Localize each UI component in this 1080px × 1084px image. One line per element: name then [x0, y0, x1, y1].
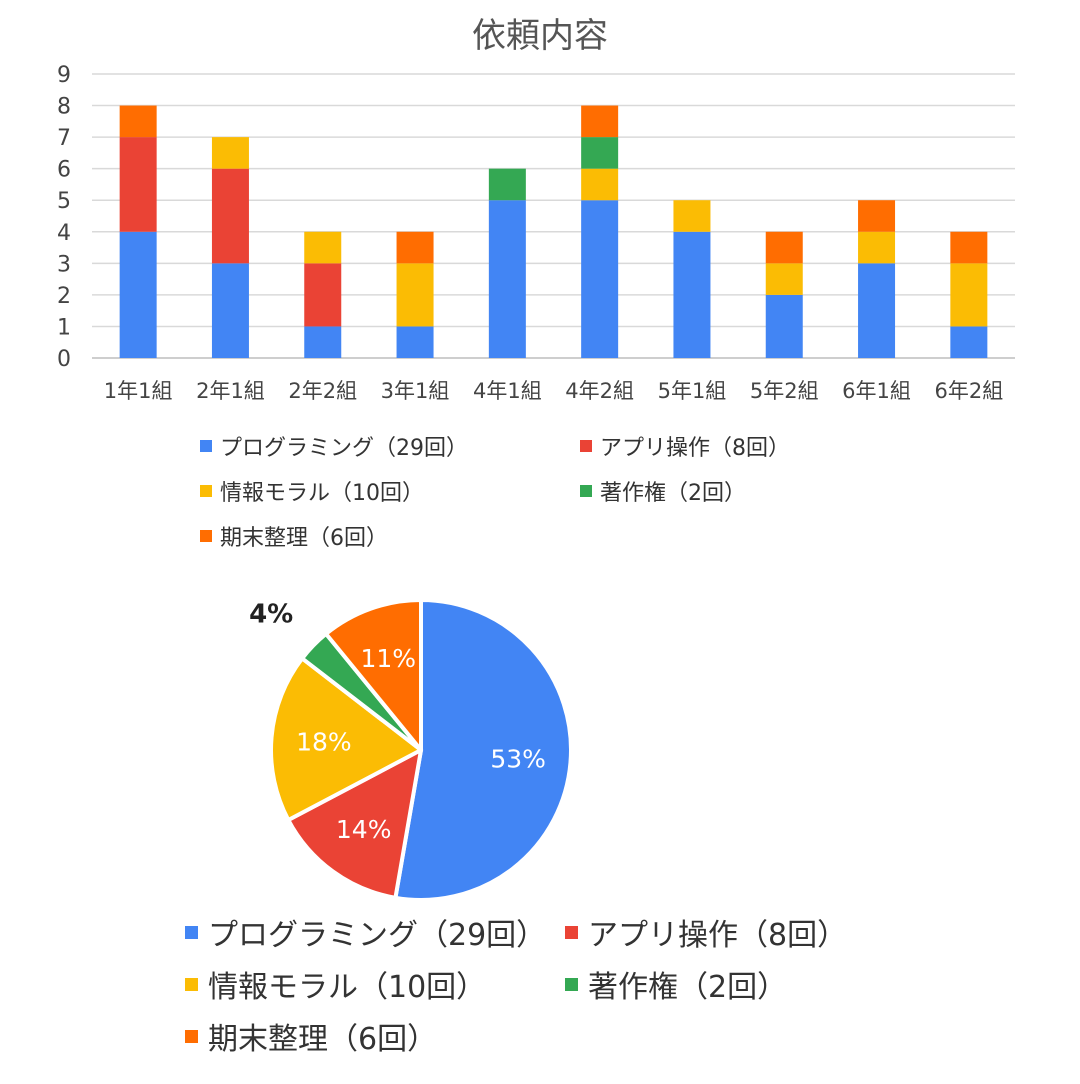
- legend-label: プログラミング（29回）: [220, 436, 468, 461]
- bar-segment: [396, 231, 434, 264]
- bar-segment: [211, 137, 249, 169]
- legend-item: アプリ操作（8回）: [580, 430, 790, 462]
- pie-slice-label: 14%: [336, 815, 392, 844]
- pie-slice: [393, 598, 573, 902]
- bar-segment: [858, 231, 896, 264]
- legend-label: 期末整理（6回）: [220, 526, 388, 551]
- bar-segment: [581, 137, 619, 169]
- x-tick-label: 2年1組: [196, 379, 265, 403]
- y-tick-label: 6: [57, 158, 71, 183]
- bar-segment: [119, 231, 157, 358]
- bar-segment: [950, 231, 988, 264]
- y-tick-label: 1: [57, 315, 71, 340]
- legend-swatch: [565, 925, 578, 939]
- legend-swatch: [565, 977, 578, 991]
- legend-swatch: [185, 977, 198, 991]
- bar-segment: [950, 263, 988, 327]
- x-tick-label: 5年1組: [658, 379, 727, 403]
- bar-segment: [950, 326, 988, 358]
- x-tick-label: 5年2組: [750, 379, 819, 403]
- y-tick-label: 4: [57, 221, 71, 246]
- pie-legend: プログラミング（29回） アプリ操作（8回） 情報モラル（10回） 著作権（2回） 期末…: [185, 910, 985, 1060]
- chart-title: 依頼内容: [472, 16, 608, 56]
- legend-label: 期末整理（6回）: [208, 1022, 438, 1057]
- legend-label: 情報モラル（10回）: [220, 481, 424, 506]
- y-tick-label: 9: [57, 63, 71, 88]
- x-tick-label: 6年2組: [934, 379, 1003, 403]
- legend-label: 著作権（2回）: [588, 970, 788, 1005]
- legend-swatch: [200, 530, 212, 542]
- bar-segment: [119, 137, 157, 232]
- bar-segment: [858, 263, 896, 358]
- legend-item: 期末整理（6回）: [200, 520, 388, 552]
- x-tick-label: 2年2組: [288, 379, 357, 403]
- bar-segment: [396, 263, 434, 327]
- bar-segment: [304, 263, 342, 327]
- pie-slice-label: 11%: [360, 644, 416, 673]
- pie-slice: [269, 656, 423, 822]
- y-tick-label: 3: [57, 252, 71, 277]
- legend-item: プログラミング（29回）: [185, 910, 546, 954]
- x-tick-label: 3年1組: [381, 379, 450, 403]
- bar-segment: [581, 200, 619, 358]
- legend-item: 期末整理（6回）: [185, 1014, 437, 1058]
- legend-label: プログラミング（29回）: [208, 918, 547, 953]
- bar-segment: [488, 168, 526, 201]
- bar-segment: [765, 231, 803, 264]
- x-tick-label: 6年1組: [842, 379, 911, 403]
- pie-slice-label: 18%: [296, 728, 352, 757]
- y-tick-label: 2: [57, 284, 71, 309]
- pie-slice-label: 4%: [249, 600, 293, 630]
- legend-label: 著作権（2回）: [600, 481, 746, 506]
- y-tick-label: 0: [57, 347, 71, 372]
- bar-segment: [304, 326, 342, 358]
- bar-segment: [673, 231, 711, 358]
- bar-segment: [581, 105, 619, 138]
- y-tick-label: 7: [57, 126, 71, 151]
- legend-swatch: [580, 440, 592, 452]
- legend-label: アプリ操作（8回）: [600, 436, 790, 461]
- legend-swatch: [580, 485, 592, 497]
- legend-swatch: [200, 440, 212, 452]
- legend-item: 情報モラル（10回）: [200, 475, 424, 507]
- bar-segment: [211, 263, 249, 358]
- bar-segment: [488, 200, 526, 358]
- y-tick-label: 8: [57, 95, 71, 120]
- legend-swatch: [200, 485, 212, 497]
- bar-segment: [211, 168, 249, 264]
- x-tick-label: 4年1組: [473, 379, 542, 403]
- pie-slice-label: 53%: [490, 744, 546, 773]
- legend-item: プログラミング（29回）: [200, 430, 468, 462]
- bar-segment: [765, 263, 803, 295]
- x-tick-label: 4年2組: [565, 379, 634, 403]
- bar-legend: プログラミング（29回） アプリ操作（8回） 情報モラル（10回） 著作権（2回） 期末…: [200, 430, 900, 560]
- bar-segment: [765, 294, 803, 358]
- bar-segment: [396, 326, 434, 358]
- x-tick-label: 1年1組: [104, 379, 173, 403]
- legend-swatch: [185, 925, 198, 939]
- bar-segment: [119, 105, 157, 138]
- legend-item: アプリ操作（8回）: [565, 910, 847, 954]
- bar-segment: [304, 231, 342, 264]
- pie-slice: [324, 598, 423, 752]
- pie-slice: [286, 748, 423, 900]
- bar-segment: [673, 200, 711, 232]
- legend-swatch: [185, 1029, 198, 1043]
- bar-segment: [858, 200, 896, 232]
- bar-segment: [581, 168, 619, 201]
- y-tick-label: 5: [57, 189, 71, 214]
- legend-item: 著作権（2回）: [580, 475, 746, 507]
- legend-label: アプリ操作（8回）: [588, 918, 848, 953]
- legend-item: 著作権（2回）: [565, 962, 787, 1006]
- legend-label: 情報モラル（10回）: [208, 970, 487, 1005]
- legend-item: 情報モラル（10回）: [185, 962, 486, 1006]
